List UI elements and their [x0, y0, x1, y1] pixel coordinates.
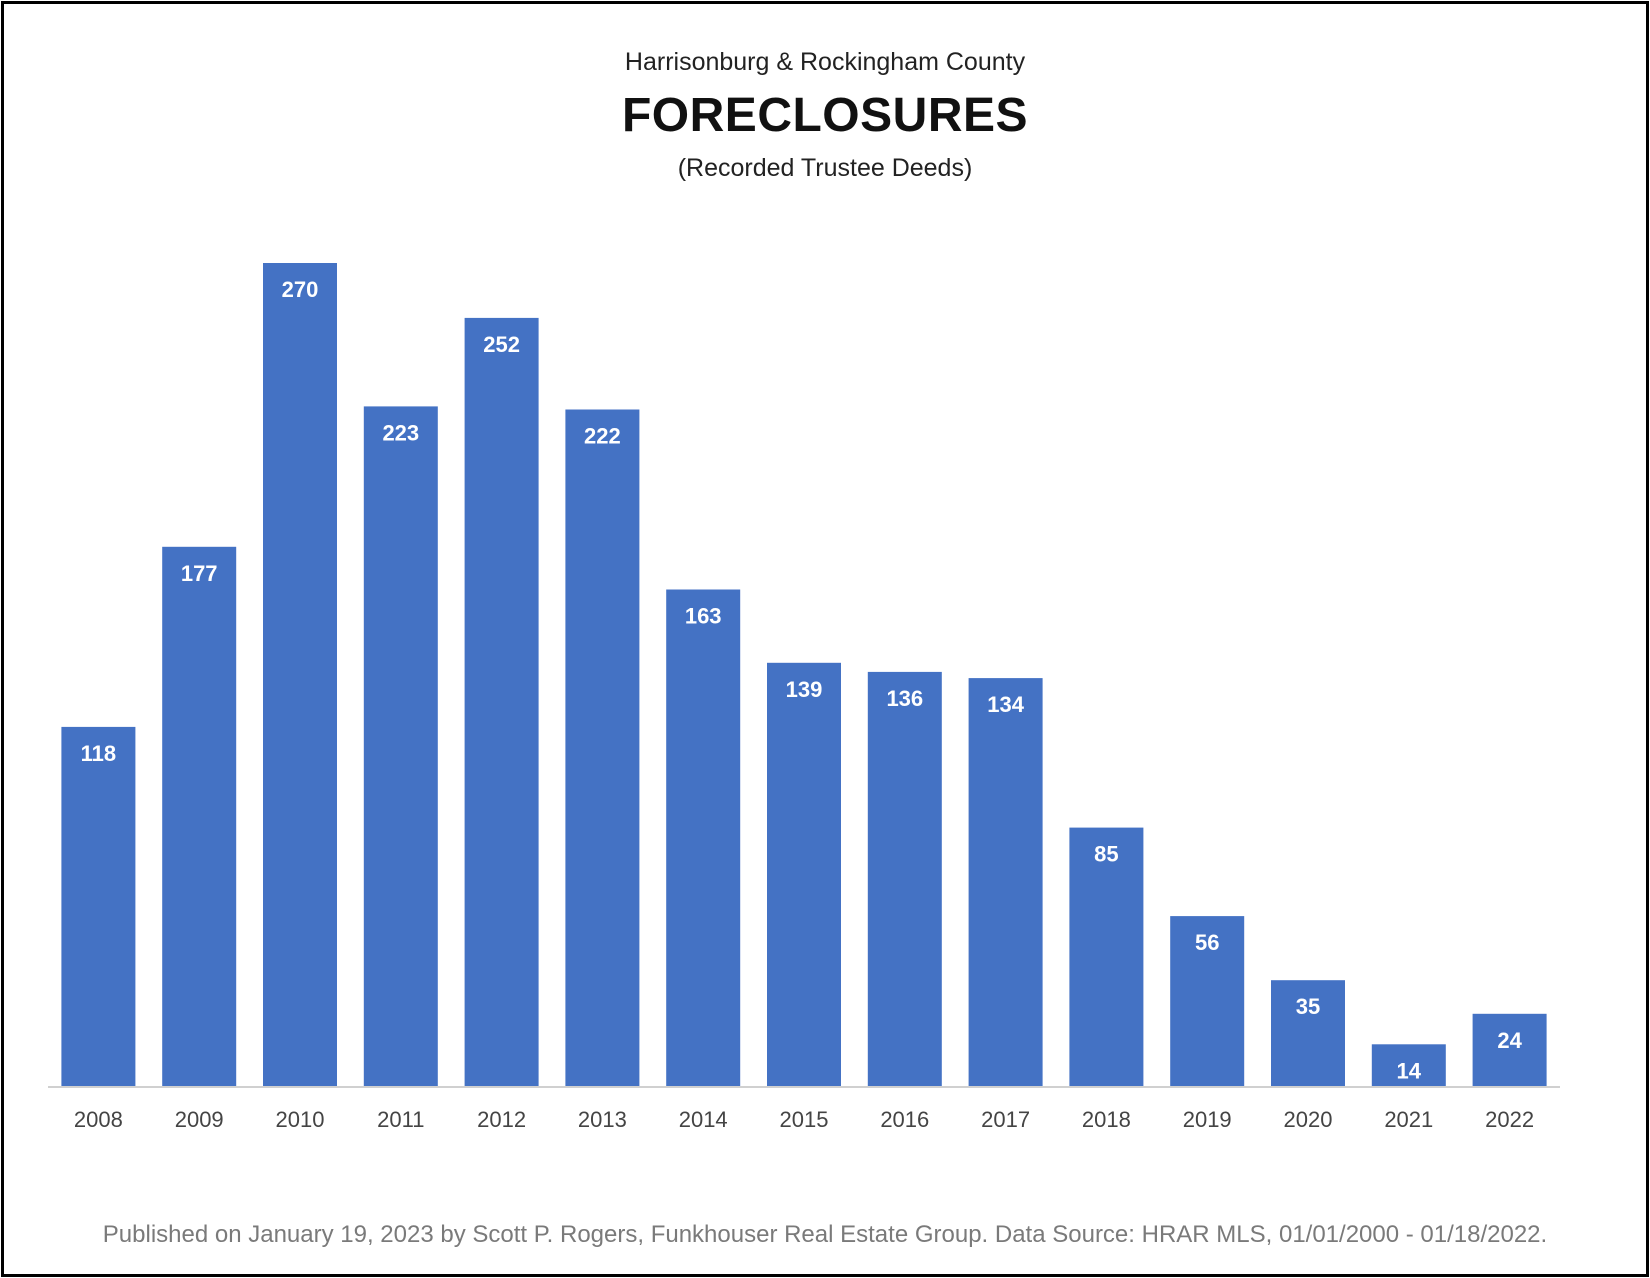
data-label-2009: 177: [181, 561, 218, 586]
data-label-2021: 14: [1397, 1058, 1422, 1083]
bar-2009: [162, 546, 237, 1087]
bar-chart: 118 2008 177 2009 270 2010 223 2011 252 2012 222 20…: [48, 263, 1560, 1132]
bar-2014: [666, 589, 741, 1087]
x-tick-label-2021: 2021: [1384, 1107, 1433, 1132]
x-tick-label-2016: 2016: [880, 1107, 929, 1132]
data-label-2022: 24: [1497, 1028, 1522, 1053]
data-label-2018: 85: [1094, 842, 1118, 867]
data-label-2019: 56: [1195, 930, 1219, 955]
bar-2013: [565, 409, 640, 1087]
data-label-2012: 252: [483, 332, 520, 357]
x-tick-label-2015: 2015: [780, 1107, 829, 1132]
chart-subtitle: (Recorded Trustee Deeds): [677, 154, 973, 182]
bar-2019: [1170, 916, 1245, 1087]
bar-2018: [1069, 827, 1144, 1087]
x-tick-label-2019: 2019: [1183, 1107, 1232, 1132]
x-tick-label-2020: 2020: [1284, 1107, 1333, 1132]
bar-2016: [867, 671, 942, 1087]
chart-region-heading: Harrisonburg & Rockingham County: [624, 48, 1026, 76]
x-tick-label-2011: 2011: [377, 1107, 424, 1132]
x-tick-label-2008: 2008: [74, 1107, 123, 1132]
data-label-2013: 222: [584, 424, 621, 449]
bar-2017: [968, 678, 1043, 1087]
x-tick-label-2012: 2012: [477, 1107, 526, 1132]
x-tick-label-2014: 2014: [679, 1107, 728, 1132]
bar-2010: [263, 263, 337, 1087]
x-tick-label-2022: 2022: [1485, 1107, 1534, 1132]
data-label-2011: 223: [382, 420, 419, 445]
data-label-2010: 270: [282, 277, 319, 302]
x-tick-label-2013: 2013: [578, 1107, 627, 1132]
x-tick-label-2018: 2018: [1082, 1107, 1131, 1132]
data-label-2014: 163: [685, 604, 722, 629]
bar-2008: [61, 726, 136, 1087]
source-footnote: Published on January 19, 2023 by Scott P…: [102, 1221, 1548, 1248]
data-label-2017: 134: [987, 692, 1024, 717]
data-label-2016: 136: [886, 686, 923, 711]
bar-2020: [1271, 980, 1345, 1087]
data-label-2015: 139: [786, 677, 823, 702]
x-tick-label-2010: 2010: [276, 1107, 325, 1132]
bar-2022: [1472, 1013, 1547, 1087]
x-tick-label-2017: 2017: [981, 1107, 1030, 1132]
x-tick-label-2009: 2009: [175, 1107, 224, 1132]
bar-2011: [363, 406, 438, 1087]
data-label-2008: 118: [81, 741, 117, 766]
bar-2021: [1371, 1044, 1446, 1087]
chart-title: FORECLOSURES: [621, 89, 1029, 142]
data-label-2020: 35: [1296, 994, 1320, 1019]
bar-2015: [767, 662, 841, 1087]
bar-2012: [464, 317, 539, 1087]
